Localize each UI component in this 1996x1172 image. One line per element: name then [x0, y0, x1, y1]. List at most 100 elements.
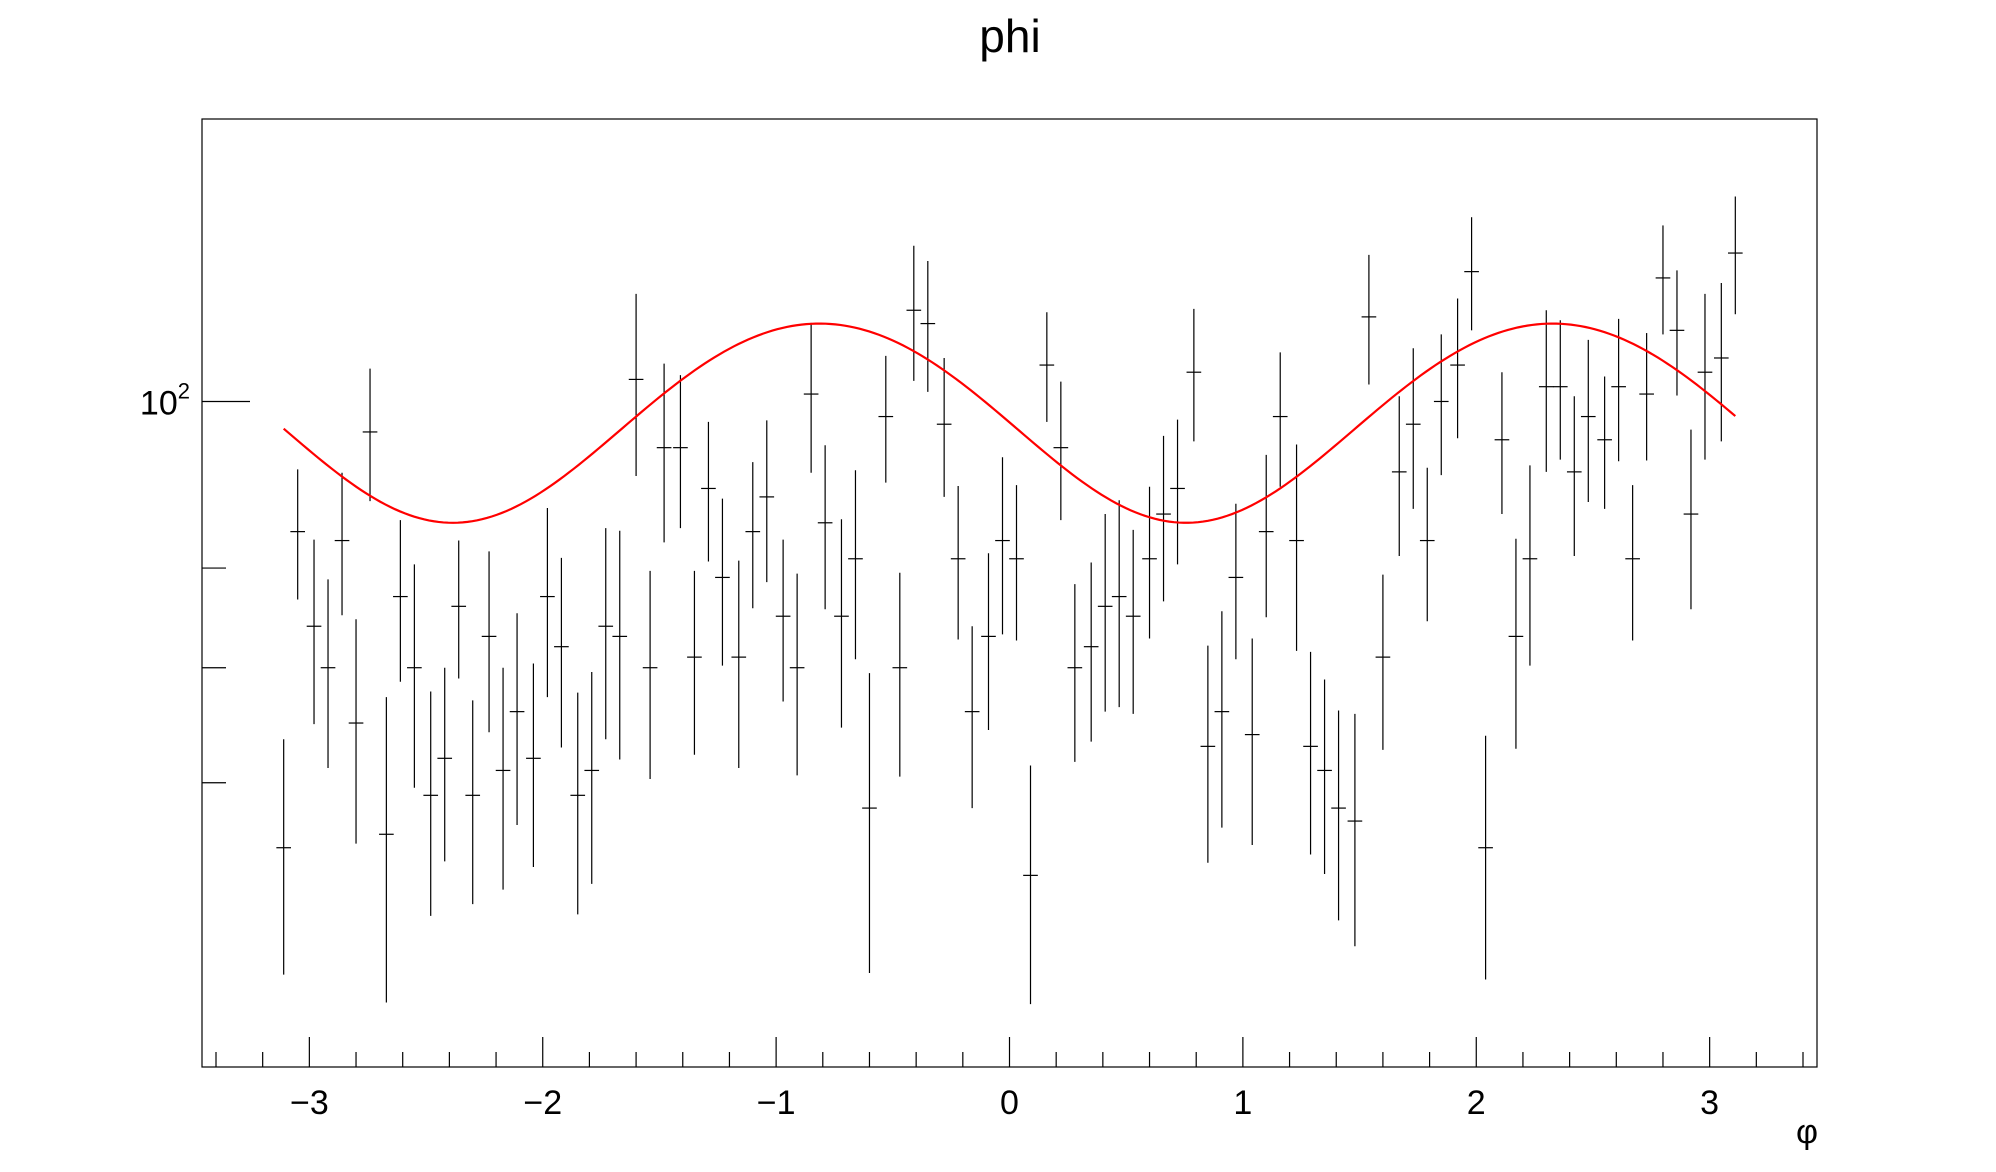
y-tick-label: 102 [140, 378, 190, 422]
x-tick-label: 1 [1233, 1084, 1252, 1122]
histogram-point [892, 572, 908, 777]
histogram-point [642, 570, 658, 780]
histogram-point [334, 472, 350, 616]
histogram-point [290, 469, 306, 600]
histogram-point [1639, 333, 1654, 461]
x-tick-label: −2 [523, 1084, 562, 1122]
histogram-point [1289, 444, 1304, 651]
histogram-point [465, 700, 481, 905]
histogram-point [509, 613, 525, 826]
histogram-point [570, 692, 586, 915]
histogram-point [687, 570, 702, 755]
histogram-point [1494, 372, 1510, 515]
histogram-point [878, 355, 894, 483]
histogram-point [276, 739, 292, 975]
histogram-point [1361, 254, 1377, 385]
x-tick-label: 2 [1467, 1084, 1486, 1122]
histogram-point [1611, 318, 1626, 462]
histogram-point [1713, 283, 1729, 442]
histogram-point [423, 691, 439, 916]
histogram-point [1697, 293, 1713, 460]
histogram-point [526, 663, 541, 867]
histogram-point [848, 470, 863, 660]
histogram-point [715, 498, 730, 666]
histogram-point [407, 564, 422, 788]
histogram-point [540, 508, 555, 698]
histogram-point [745, 462, 761, 609]
histogram-point [1464, 217, 1479, 331]
x-tick-label: 0 [1000, 1084, 1019, 1122]
histogram-point [1083, 562, 1099, 742]
histogram-point [1375, 574, 1391, 750]
histogram-point [775, 539, 791, 702]
histogram-point [628, 293, 644, 476]
histogram-point [1331, 710, 1346, 921]
histogram-point [1111, 500, 1127, 708]
histogram-point [1023, 765, 1038, 1005]
x-tick-label: −1 [757, 1084, 796, 1122]
histogram-point [1552, 320, 1568, 460]
fit-curve [282, 322, 1737, 524]
histogram-point [701, 421, 716, 562]
histogram-point [789, 573, 805, 776]
histogram-point [362, 368, 378, 502]
histogram-point [306, 539, 322, 725]
histogram-point [1303, 651, 1318, 855]
histogram-point [1538, 310, 1554, 472]
x-axis-label: φ [1796, 1113, 1818, 1151]
histogram-point [862, 673, 877, 974]
histogram-point [834, 519, 849, 728]
histogram-point [495, 667, 511, 890]
histogram-point [1683, 429, 1699, 610]
histogram-point [1727, 196, 1743, 315]
histogram-point [950, 485, 966, 640]
x-tick-label: −3 [290, 1084, 329, 1122]
histogram-point [584, 671, 600, 884]
histogram-point [981, 553, 996, 730]
histogram-point [1478, 735, 1493, 980]
histogram-point [920, 261, 936, 392]
plot-frame [201, 118, 1818, 1068]
histogram-point [481, 551, 497, 733]
x-axis: −3 −2 −1 0 1 2 3 [215, 1037, 1804, 1122]
y-axis: 102 [140, 378, 250, 784]
histogram-point [1214, 611, 1230, 828]
histogram-point [1067, 584, 1083, 762]
histogram-point [1053, 381, 1069, 521]
histogram-point [1170, 419, 1185, 565]
histogram-point [451, 540, 467, 679]
histogram-point [1125, 529, 1141, 714]
x-tick-label: 3 [1700, 1084, 1719, 1122]
histogram-point [612, 530, 628, 760]
histogram-point [1391, 396, 1407, 557]
histogram-point [906, 245, 922, 381]
histogram-point [1450, 298, 1465, 439]
histogram-point [554, 557, 569, 748]
histogram-point [1522, 465, 1538, 666]
histogram-point [1597, 376, 1612, 509]
histogram-point [1405, 348, 1421, 509]
chart-title: phi [979, 10, 1040, 62]
histogram-point [1419, 467, 1435, 622]
histogram-point [1228, 503, 1244, 660]
histogram-point [1625, 485, 1640, 641]
histogram-point [1142, 486, 1157, 639]
histogram-point [1347, 713, 1363, 947]
histogram-point [817, 445, 833, 610]
histogram-point [1433, 334, 1449, 476]
histogram-point [1097, 514, 1113, 712]
histogram-point [1566, 396, 1582, 557]
histogram-point [1039, 312, 1055, 422]
histogram-point [348, 619, 364, 844]
histogram-point [379, 697, 394, 1003]
histogram-point [673, 375, 688, 529]
histogram-point [393, 520, 408, 682]
histogram-point [1258, 454, 1274, 618]
histogram-point [1186, 308, 1202, 442]
histogram-point [598, 528, 614, 740]
histogram-point [1669, 270, 1685, 396]
histogram-point [1244, 638, 1260, 846]
histogram-point [964, 626, 980, 809]
histogram-point [1317, 679, 1332, 874]
